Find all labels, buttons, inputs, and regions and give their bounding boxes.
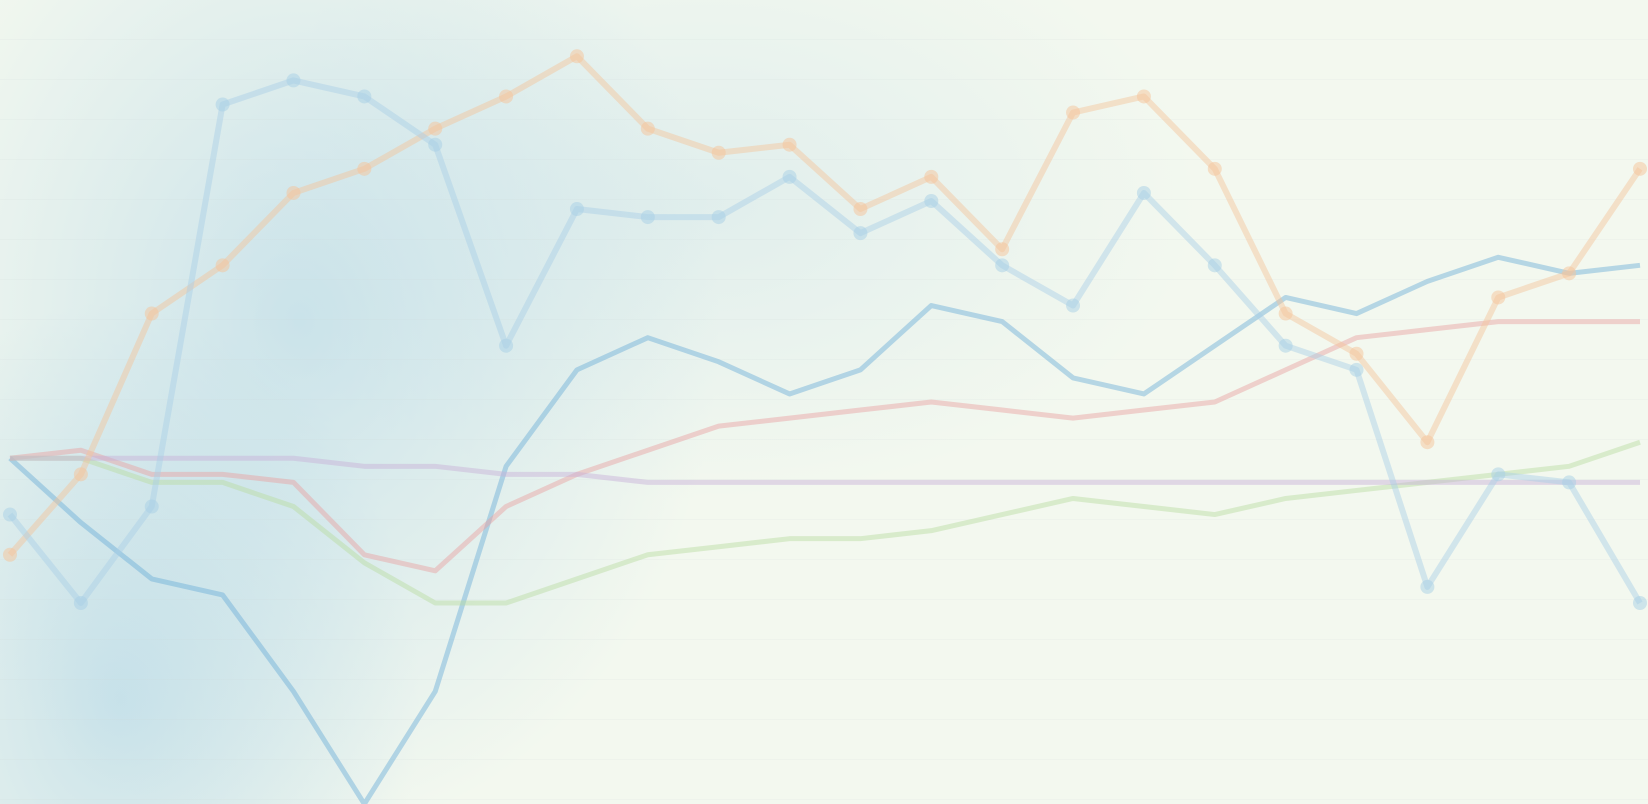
series-point — [357, 89, 371, 103]
series-point — [74, 467, 88, 481]
series-point — [428, 138, 442, 152]
series-line — [10, 442, 1640, 603]
series-point — [1208, 162, 1222, 176]
series-line — [10, 80, 1640, 603]
series-point — [1208, 258, 1222, 272]
series-point — [1491, 290, 1505, 304]
series-point — [1562, 475, 1576, 489]
series-point — [3, 508, 17, 522]
series-point — [995, 242, 1009, 256]
series-point — [995, 258, 1009, 272]
series-point — [286, 186, 300, 200]
series-point — [570, 202, 584, 216]
series-point — [1279, 339, 1293, 353]
series-point — [1137, 186, 1151, 200]
series-point — [712, 210, 726, 224]
series-point — [924, 170, 938, 184]
series-point — [74, 596, 88, 610]
series-point — [216, 98, 230, 112]
series-point — [216, 258, 230, 272]
series-point — [1633, 162, 1647, 176]
series-point — [499, 89, 513, 103]
series-point — [783, 170, 797, 184]
series-point — [1066, 299, 1080, 313]
series-point — [1562, 266, 1576, 280]
series-point — [3, 548, 17, 562]
series-point — [145, 500, 159, 514]
series-line — [10, 257, 1640, 804]
series-point — [712, 146, 726, 160]
series-point — [641, 122, 655, 136]
series-point — [1279, 307, 1293, 321]
series-point — [1420, 580, 1434, 594]
series-point — [924, 194, 938, 208]
series-point — [1137, 89, 1151, 103]
series-point — [1491, 467, 1505, 481]
series-point — [286, 73, 300, 87]
series-point — [1350, 347, 1364, 361]
chart — [0, 0, 1648, 804]
series-point — [1350, 363, 1364, 377]
series-point — [570, 49, 584, 63]
series-point — [641, 210, 655, 224]
series-point — [428, 122, 442, 136]
series-point — [1420, 435, 1434, 449]
series-line — [10, 322, 1640, 571]
series-point — [783, 138, 797, 152]
series-point — [853, 202, 867, 216]
series-point — [145, 307, 159, 321]
series-point — [1066, 106, 1080, 120]
series-point — [499, 339, 513, 353]
series-point — [357, 162, 371, 176]
series-point — [853, 226, 867, 240]
series-point — [1633, 596, 1647, 610]
